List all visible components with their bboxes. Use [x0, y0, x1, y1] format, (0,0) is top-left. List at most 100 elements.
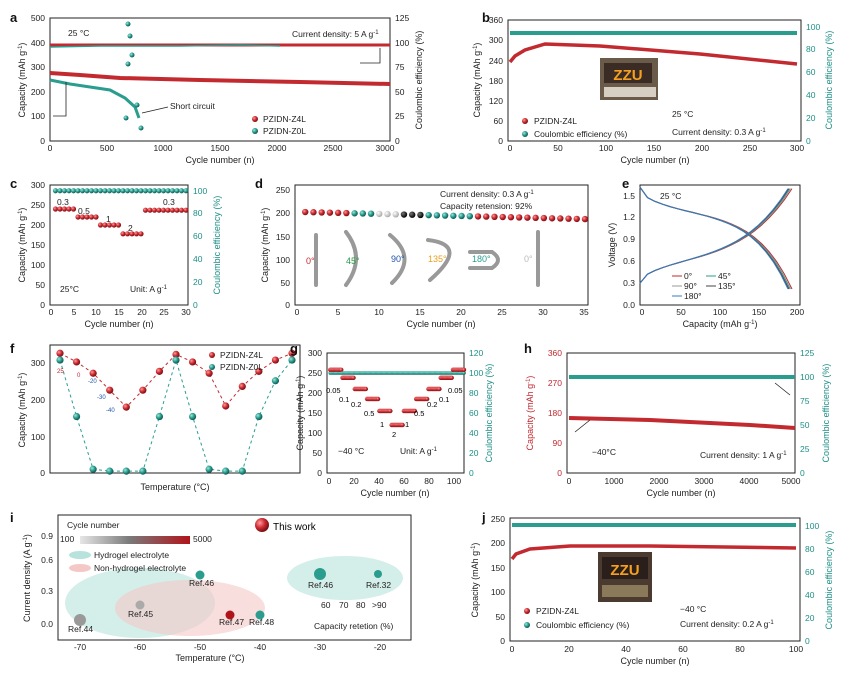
angle-label: 180° [472, 254, 491, 264]
tick-label: -50 [194, 642, 207, 652]
tick-label: -30 [314, 642, 327, 652]
tick-label: 0 [40, 136, 45, 146]
x-axis-ticks: 0 500 1000 1500 2000 2500 3000 [48, 143, 395, 153]
tick-label: 50 [553, 143, 563, 153]
capacity-point [388, 408, 393, 414]
tick-label: 100 [193, 186, 207, 196]
capacity-point [466, 212, 473, 220]
ce-point [142, 188, 149, 194]
ref-label: Ref.32 [366, 580, 391, 590]
angle-label: 90° [391, 254, 405, 264]
this-work-label: This work [273, 522, 317, 533]
tick-label: 200 [695, 143, 709, 153]
capacity-point [449, 375, 454, 380]
series-z4l-capacity [49, 71, 391, 86]
capacity-point [515, 214, 523, 221]
tick-label: 0 [317, 468, 322, 478]
ce-point [66, 188, 72, 194]
discharge-curve [639, 186, 789, 290]
rate-label: 0.2 [351, 400, 361, 409]
tick-label: 250 [31, 200, 45, 210]
tick-label: 50 [36, 280, 46, 290]
tick-label: 180 [548, 408, 562, 418]
reference-point [314, 568, 326, 580]
x-axis-ticks: 0 5 10 15 20 25 30 [49, 307, 191, 317]
tick-label: 0 [469, 468, 474, 478]
ce-point [70, 188, 77, 194]
ce-point [462, 371, 466, 375]
series-capacity-points [52, 206, 189, 237]
capacity-point [151, 207, 158, 213]
photo-display [602, 557, 648, 579]
hydrogel-region-right [287, 556, 403, 600]
capacity-point [165, 207, 171, 213]
z0l-point [72, 412, 81, 421]
z4l-point [122, 403, 130, 411]
tick-label: 0 [193, 300, 198, 310]
capacity-point [363, 386, 369, 392]
tick-label: 120 [469, 348, 483, 358]
series-capacity-points [302, 208, 589, 223]
tick-label: -60 [134, 642, 147, 652]
rate-label: 0.1 [339, 395, 349, 404]
capacity-point [412, 408, 418, 414]
x-axis-label: Cycle number (n) [620, 155, 689, 165]
charge-curve [639, 188, 790, 284]
tick-label: 50 [395, 87, 405, 97]
tick-label: 0 [508, 143, 513, 153]
capacity-point [441, 212, 449, 219]
y2-axis-ticks: 0 20 40 60 80 100 [806, 22, 820, 146]
tick-label: 200 [790, 307, 804, 317]
photo-device [604, 87, 656, 97]
reference-point [74, 614, 86, 626]
ce-point [151, 188, 158, 194]
rate-label: 0.3 [163, 197, 175, 207]
temperature-label: −40 °C [338, 446, 364, 456]
x-axis-label: Cycle number (n) [360, 488, 429, 498]
tick-label: 100 [599, 143, 613, 153]
tick-label: 35 [579, 307, 589, 317]
rate-label: 0.5 [414, 409, 424, 418]
z0l-point [139, 467, 147, 475]
angle-label: 45° [346, 256, 360, 266]
y-axis-label: Current density (A g-1) [22, 534, 32, 622]
ce-point [174, 188, 180, 194]
tick-label: 0 [567, 476, 572, 486]
capacity-point [169, 207, 176, 213]
tick-label: 25 [159, 307, 169, 317]
capacity-point [93, 214, 99, 220]
y2-axis-ticks: 0 20 40 60 80 100 120 [469, 348, 483, 478]
current-density-label: Current density: 5 A g-1 [292, 29, 379, 39]
discharge-curve [639, 186, 791, 290]
tick-label: 100 [713, 307, 727, 317]
legend-label: PZIDN-Z4L [534, 116, 577, 126]
capacity-point [417, 211, 424, 219]
data-point [129, 52, 135, 58]
tick-label: 5000 [782, 476, 801, 486]
y-axis-ticks: 0.0 0.3 0.6 0.9 1.2 1.5 [623, 191, 635, 310]
tick-label: 0 [806, 136, 811, 146]
capacity-point [450, 212, 457, 219]
unit-label: Unit: A g-1 [400, 446, 438, 456]
data-point [127, 33, 133, 39]
discharge-curve [639, 186, 793, 290]
tick-label: 0 [40, 468, 45, 478]
series-z0l-ce [49, 44, 281, 48]
capacity-point [375, 396, 381, 402]
tick-label: 100 [308, 428, 322, 438]
tick-label: 15 [415, 307, 425, 317]
temperature-label: 25°C [60, 284, 79, 294]
legend-label: PZIDN-Z4L [263, 114, 306, 124]
colorbar [80, 536, 190, 544]
unit-label: Unit: A g-1 [130, 284, 168, 294]
legend-marker-capacity [522, 118, 528, 124]
panel-letter: j [481, 510, 486, 525]
angle-label: 0° [524, 254, 533, 264]
legend-label: 90° [684, 281, 697, 291]
reference-point [255, 610, 265, 620]
colorbar-max: 5000 [193, 534, 212, 544]
tick-label: 0 [49, 307, 54, 317]
temperature-label: −40°C [592, 447, 616, 457]
z0l-point [271, 377, 280, 385]
capacity-point [106, 222, 113, 228]
